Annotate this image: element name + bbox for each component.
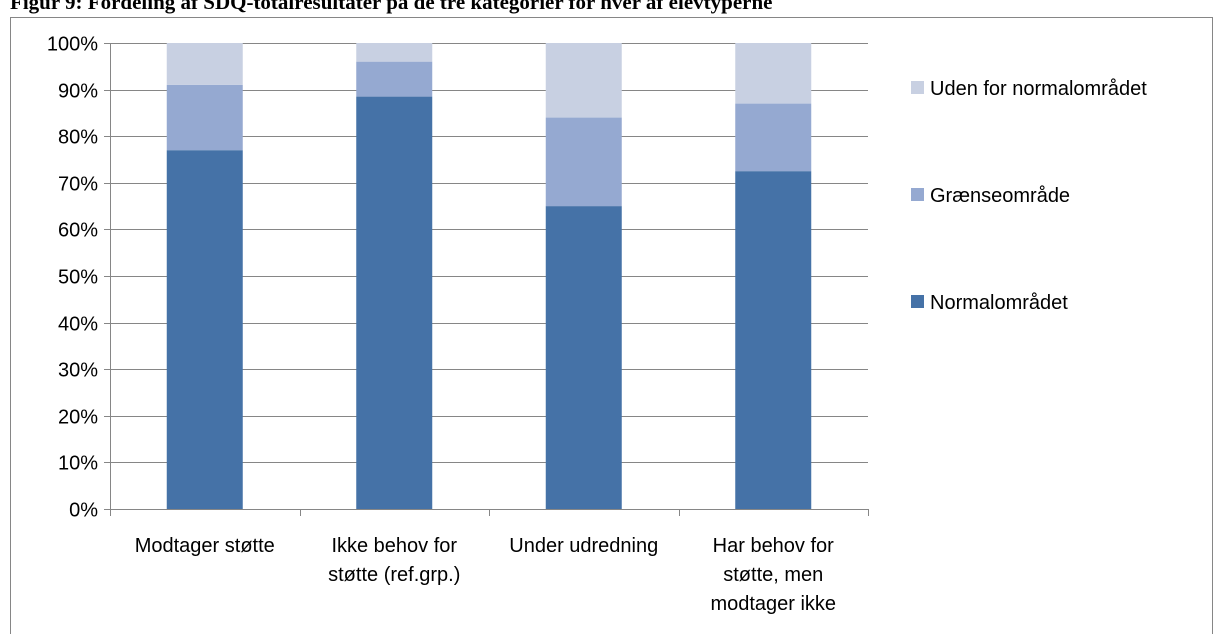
legend-label: Normalområdet bbox=[930, 292, 1068, 314]
legend-label: Grænseområde bbox=[930, 185, 1070, 207]
y-tick-label: 100% bbox=[47, 34, 98, 56]
y-tick-label: 50% bbox=[58, 267, 98, 289]
y-tick-label: 90% bbox=[58, 81, 98, 103]
x-category-label: Modtager støtte bbox=[135, 535, 275, 557]
y-tick-label: 60% bbox=[58, 220, 98, 242]
y-tick-label: 10% bbox=[58, 453, 98, 475]
x-category-label: Under udredning bbox=[509, 535, 658, 557]
bar-segment bbox=[356, 61, 433, 97]
figure-caption: Figur 9: Fordeling af SDQ-totalresultate… bbox=[10, 0, 773, 14]
y-tick-label: 80% bbox=[58, 127, 98, 149]
legend-swatch bbox=[911, 295, 924, 308]
bar-segment bbox=[545, 43, 622, 118]
bar-segment bbox=[735, 43, 812, 104]
bar-segment bbox=[735, 103, 812, 172]
bar-segment bbox=[735, 171, 812, 509]
y-tick-label: 0% bbox=[69, 500, 98, 522]
y-tick-label: 20% bbox=[58, 407, 98, 429]
x-category-label: Ikke behov for støtte (ref.grp.) bbox=[328, 535, 460, 586]
legend-swatch bbox=[911, 188, 924, 201]
bar-segment bbox=[166, 43, 243, 85]
bar-segment bbox=[166, 150, 243, 509]
y-tick-label: 70% bbox=[58, 174, 98, 196]
legend-label: Uden for normalområdet bbox=[930, 78, 1147, 100]
bar-segment bbox=[166, 84, 243, 151]
y-tick-label: 40% bbox=[58, 314, 98, 336]
bar-segment bbox=[545, 117, 622, 207]
bar-segment bbox=[356, 43, 433, 62]
bar-segment bbox=[545, 206, 622, 509]
chart-frame bbox=[10, 17, 1213, 634]
bar-segment bbox=[356, 96, 433, 509]
x-category-label: Har behov for støtte, men modtager ikke bbox=[710, 535, 836, 615]
y-tick-label: 30% bbox=[58, 360, 98, 382]
legend-swatch bbox=[911, 81, 924, 94]
